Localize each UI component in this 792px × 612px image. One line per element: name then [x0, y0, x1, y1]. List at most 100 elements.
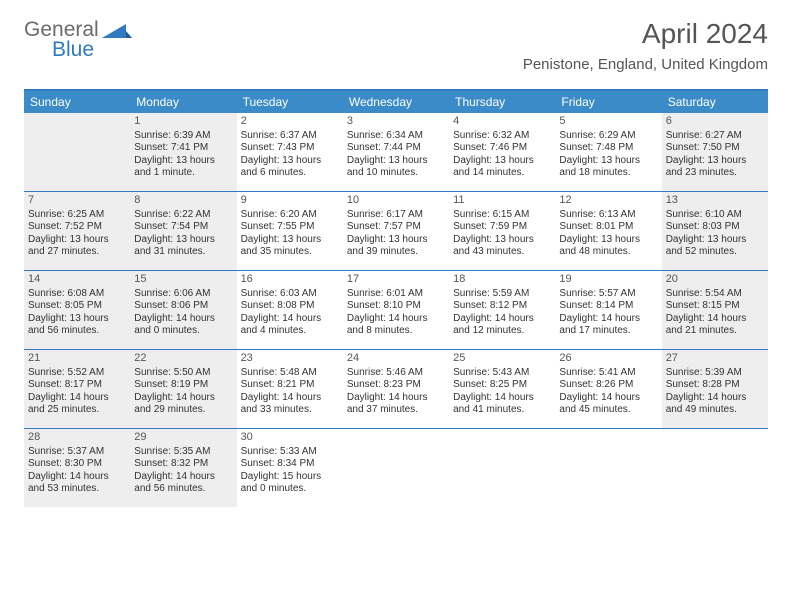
- daylight-line1: Daylight: 13 hours: [347, 155, 445, 168]
- daylight-line1: Daylight: 13 hours: [28, 313, 126, 326]
- sunrise-text: Sunrise: 6:01 AM: [347, 288, 445, 301]
- daylight-line1: Daylight: 14 hours: [134, 471, 232, 484]
- day-number: 17: [347, 273, 445, 287]
- daylight-line1: Daylight: 13 hours: [453, 155, 551, 168]
- sunset-text: Sunset: 7:44 PM: [347, 142, 445, 155]
- daylight-line2: and 35 minutes.: [241, 246, 339, 259]
- daylight-line2: and 56 minutes.: [134, 483, 232, 496]
- sunrise-text: Sunrise: 5:35 AM: [134, 446, 232, 459]
- daylight-line1: Daylight: 14 hours: [28, 392, 126, 405]
- day-number: 11: [453, 194, 551, 208]
- day-cell: 12Sunrise: 6:13 AMSunset: 8:01 PMDayligh…: [555, 192, 661, 270]
- sunset-text: Sunset: 7:46 PM: [453, 142, 551, 155]
- daylight-line2: and 12 minutes.: [453, 325, 551, 338]
- daylight-line2: and 0 minutes.: [241, 483, 339, 496]
- sunset-text: Sunset: 8:25 PM: [453, 379, 551, 392]
- calendar-grid: SundayMondayTuesdayWednesdayThursdayFrid…: [24, 89, 768, 507]
- day-cell: 4Sunrise: 6:32 AMSunset: 7:46 PMDaylight…: [449, 113, 555, 191]
- day-cell: 26Sunrise: 5:41 AMSunset: 8:26 PMDayligh…: [555, 350, 661, 428]
- day-cell: 5Sunrise: 6:29 AMSunset: 7:48 PMDaylight…: [555, 113, 661, 191]
- sunrise-text: Sunrise: 5:37 AM: [28, 446, 126, 459]
- day-number: 19: [559, 273, 657, 287]
- sunrise-text: Sunrise: 6:06 AM: [134, 288, 232, 301]
- logo-triangle-icon: [102, 22, 132, 40]
- day-cell: 13Sunrise: 6:10 AMSunset: 8:03 PMDayligh…: [662, 192, 768, 270]
- daylight-line2: and 6 minutes.: [241, 167, 339, 180]
- day-number: 4: [453, 115, 551, 129]
- daylight-line2: and 21 minutes.: [666, 325, 764, 338]
- daylight-line1: Daylight: 13 hours: [28, 234, 126, 247]
- daylight-line2: and 48 minutes.: [559, 246, 657, 259]
- sunset-text: Sunset: 8:30 PM: [28, 458, 126, 471]
- daylight-line2: and 43 minutes.: [453, 246, 551, 259]
- day-cell: 28Sunrise: 5:37 AMSunset: 8:30 PMDayligh…: [24, 429, 130, 507]
- sunset-text: Sunset: 8:05 PM: [28, 300, 126, 313]
- sunrise-text: Sunrise: 6:32 AM: [453, 130, 551, 143]
- daylight-line1: Daylight: 14 hours: [559, 392, 657, 405]
- sunrise-text: Sunrise: 6:37 AM: [241, 130, 339, 143]
- day-header: Wednesday: [343, 91, 449, 113]
- day-header: Friday: [555, 91, 661, 113]
- sunset-text: Sunset: 8:34 PM: [241, 458, 339, 471]
- day-number: 23: [241, 352, 339, 366]
- day-cell: 20Sunrise: 5:54 AMSunset: 8:15 PMDayligh…: [662, 271, 768, 349]
- sunrise-text: Sunrise: 5:50 AM: [134, 367, 232, 380]
- day-number: 13: [666, 194, 764, 208]
- sunset-text: Sunset: 8:26 PM: [559, 379, 657, 392]
- daylight-line1: Daylight: 14 hours: [453, 392, 551, 405]
- daylight-line1: Daylight: 13 hours: [666, 234, 764, 247]
- day-number: 14: [28, 273, 126, 287]
- sunset-text: Sunset: 8:06 PM: [134, 300, 232, 313]
- daylight-line1: Daylight: 13 hours: [559, 234, 657, 247]
- sunset-text: Sunset: 7:50 PM: [666, 142, 764, 155]
- sunrise-text: Sunrise: 6:20 AM: [241, 209, 339, 222]
- day-number: 18: [453, 273, 551, 287]
- sunrise-text: Sunrise: 5:59 AM: [453, 288, 551, 301]
- day-number: 28: [28, 431, 126, 445]
- sunrise-text: Sunrise: 6:34 AM: [347, 130, 445, 143]
- day-number: 22: [134, 352, 232, 366]
- sunset-text: Sunset: 7:54 PM: [134, 221, 232, 234]
- sunset-text: Sunset: 7:52 PM: [28, 221, 126, 234]
- logo-word-blue: Blue: [52, 38, 94, 62]
- daylight-line2: and 23 minutes.: [666, 167, 764, 180]
- day-cell: 2Sunrise: 6:37 AMSunset: 7:43 PMDaylight…: [237, 113, 343, 191]
- calendar-location: Penistone, England, United Kingdom: [523, 56, 768, 73]
- day-cell: 24Sunrise: 5:46 AMSunset: 8:23 PMDayligh…: [343, 350, 449, 428]
- calendar-title: April 2024: [523, 18, 768, 50]
- daylight-line2: and 17 minutes.: [559, 325, 657, 338]
- sunset-text: Sunset: 8:21 PM: [241, 379, 339, 392]
- daylight-line1: Daylight: 13 hours: [241, 234, 339, 247]
- sunset-text: Sunset: 8:17 PM: [28, 379, 126, 392]
- daylight-line1: Daylight: 14 hours: [28, 471, 126, 484]
- sunset-text: Sunset: 8:32 PM: [134, 458, 232, 471]
- day-number: 1: [134, 115, 232, 129]
- sunset-text: Sunset: 8:19 PM: [134, 379, 232, 392]
- daylight-line1: Daylight: 14 hours: [134, 313, 232, 326]
- title-block: April 2024 Penistone, England, United Ki…: [523, 18, 768, 73]
- sunrise-text: Sunrise: 5:43 AM: [453, 367, 551, 380]
- day-header: Saturday: [662, 91, 768, 113]
- day-number: 10: [347, 194, 445, 208]
- day-cell: [343, 429, 449, 507]
- day-number: 30: [241, 431, 339, 445]
- week-row: 28Sunrise: 5:37 AMSunset: 8:30 PMDayligh…: [24, 429, 768, 507]
- daylight-line1: Daylight: 14 hours: [453, 313, 551, 326]
- day-cell: 1Sunrise: 6:39 AMSunset: 7:41 PMDaylight…: [130, 113, 236, 191]
- sunrise-text: Sunrise: 5:41 AM: [559, 367, 657, 380]
- day-cell: 14Sunrise: 6:08 AMSunset: 8:05 PMDayligh…: [24, 271, 130, 349]
- daylight-line2: and 27 minutes.: [28, 246, 126, 259]
- sunrise-text: Sunrise: 6:27 AM: [666, 130, 764, 143]
- daylight-line2: and 10 minutes.: [347, 167, 445, 180]
- daylight-line2: and 49 minutes.: [666, 404, 764, 417]
- day-number: 27: [666, 352, 764, 366]
- day-number: 12: [559, 194, 657, 208]
- week-row: 7Sunrise: 6:25 AMSunset: 7:52 PMDaylight…: [24, 192, 768, 271]
- sunrise-text: Sunrise: 5:48 AM: [241, 367, 339, 380]
- week-row: 21Sunrise: 5:52 AMSunset: 8:17 PMDayligh…: [24, 350, 768, 429]
- day-cell: 17Sunrise: 6:01 AMSunset: 8:10 PMDayligh…: [343, 271, 449, 349]
- sunrise-text: Sunrise: 5:33 AM: [241, 446, 339, 459]
- day-number: 21: [28, 352, 126, 366]
- daylight-line1: Daylight: 13 hours: [559, 155, 657, 168]
- sunrise-text: Sunrise: 5:54 AM: [666, 288, 764, 301]
